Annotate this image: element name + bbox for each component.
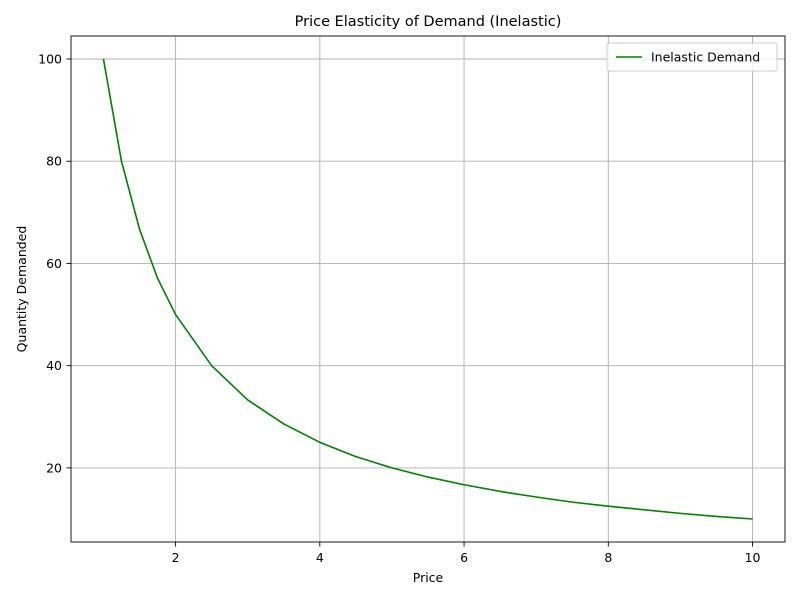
legend: Inelastic Demand — [606, 42, 778, 72]
axes-frame — [70, 35, 786, 543]
y-tick-label: 60 — [46, 256, 62, 271]
x-axis-label: Price — [413, 570, 444, 585]
series-layer — [102, 58, 753, 520]
y-axis-ticks: 20 40 60 80 100 — [38, 52, 71, 475]
x-axis-ticks: 2 4 6 8 10 — [172, 542, 761, 565]
y-tick-label: 20 — [46, 460, 62, 475]
legend-box — [606, 42, 778, 72]
x-tick-label: 4 — [316, 550, 324, 565]
x-tick-label: 10 — [745, 550, 761, 565]
x-tick-label: 8 — [604, 550, 612, 565]
y-tick-label: 40 — [46, 358, 62, 373]
y-axis-label: Quantity Demanded — [14, 226, 29, 353]
x-tick-label: 6 — [460, 550, 468, 565]
y-tick-label: 80 — [46, 154, 62, 169]
x-tick-label: 2 — [172, 550, 180, 565]
chart-title: Price Elasticity of Demand (Inelastic) — [295, 14, 562, 30]
series-line-inelastic-demand — [102, 58, 753, 520]
y-tick-label: 100 — [38, 52, 62, 67]
legend-label-inelastic-demand: Inelastic Demand — [651, 50, 760, 65]
